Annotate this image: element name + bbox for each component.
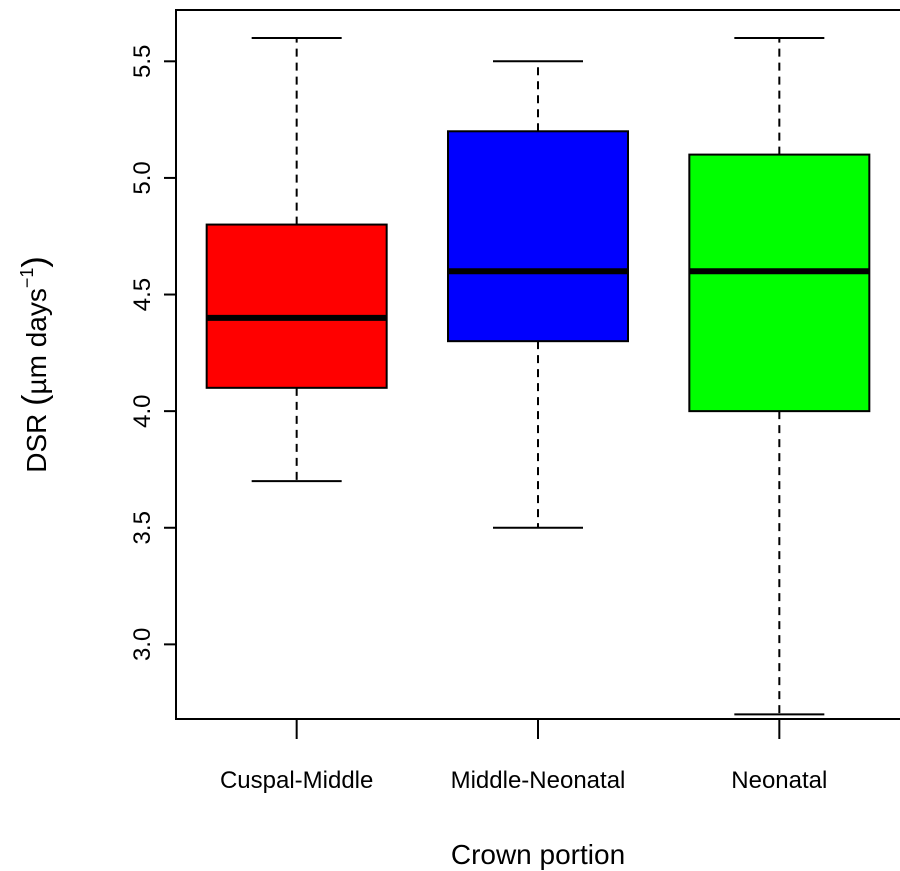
y-tick-label: 5.0 — [129, 161, 156, 194]
y-axis-title-superscript: −1 — [17, 268, 37, 289]
y-axis-title-paren-open: ( — [16, 394, 54, 406]
x-tick-label: Cuspal-Middle — [220, 767, 373, 794]
y-tick-label: 3.5 — [129, 511, 156, 544]
x-tick-label: Middle-Neonatal — [451, 767, 626, 794]
y-tick-label: 4.5 — [129, 278, 156, 311]
box-middle-neonatal — [447, 60, 629, 529]
y-axis-title-prefix: DSR — [21, 406, 52, 473]
y-axis-title: DSR (µm days−1) — [16, 256, 54, 472]
y-axis-title-paren-close: ) — [16, 256, 54, 267]
y-tick-label: 3.0 — [129, 628, 156, 661]
y-tick-label: 4.0 — [129, 394, 156, 427]
box-cuspal-middle — [205, 36, 388, 483]
y-tick-label: 5.5 — [129, 45, 156, 78]
iqr-box — [447, 130, 629, 343]
x-tick-label: Neonatal — [731, 767, 827, 794]
iqr-box — [205, 223, 388, 389]
x-axis-title: Crown portion — [451, 839, 625, 870]
box-neonatal — [688, 36, 871, 716]
boxes-group — [205, 36, 871, 716]
y-axis: 3.0 3.5 4.0 4.5 5.0 5.5 — [129, 45, 176, 661]
iqr-box — [688, 153, 871, 413]
x-axis: Cuspal-Middle Middle-Neonatal Neonatal — [220, 719, 827, 794]
y-axis-title-unit: µm days — [21, 288, 52, 394]
